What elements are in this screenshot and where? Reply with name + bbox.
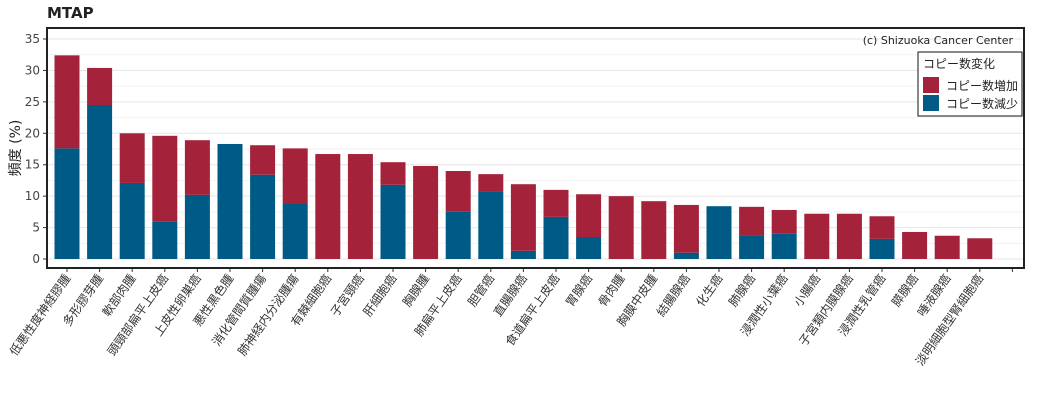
- bar-increase: [119, 133, 145, 183]
- y-tick-label: 20: [25, 126, 40, 140]
- chart-title: MTAP: [47, 4, 94, 22]
- credit-text: (c) Shizuoka Cancer Center: [863, 34, 1014, 47]
- plot-frame: [46, 27, 1025, 269]
- bar-increase: [250, 145, 276, 175]
- bar-increase: [967, 238, 993, 259]
- bar-decrease: [445, 211, 471, 259]
- x-tick-label: 胆管癌: [464, 271, 497, 309]
- bar-increase: [380, 162, 406, 185]
- legend-title: コピー数変化: [923, 56, 995, 71]
- y-tick-label: 25: [25, 95, 40, 109]
- bar-increase: [934, 235, 960, 259]
- y-axis-label: 頻度 (%): [8, 120, 24, 177]
- y-tick-label: 0: [32, 252, 40, 266]
- bar-decrease: [673, 252, 699, 259]
- legend-label: コピー数減少: [946, 96, 1018, 111]
- legend-label: コピー数増加: [946, 78, 1018, 93]
- bar-decrease: [250, 174, 276, 259]
- x-tick-label: 肺腺癌: [725, 271, 758, 309]
- y-tick-label: 5: [32, 221, 40, 235]
- x-tick-label: 化生癌: [693, 271, 726, 309]
- y-tick-label: 30: [25, 63, 40, 77]
- bar-decrease: [282, 203, 308, 259]
- bar-decrease: [119, 182, 145, 259]
- bar-increase: [184, 140, 210, 195]
- bar-increase: [478, 174, 504, 192]
- bar-increase: [608, 196, 634, 259]
- legend-swatch-increase: [923, 77, 939, 93]
- bar-increase: [836, 213, 862, 259]
- bar-increase: [315, 154, 341, 259]
- bar-increase: [641, 201, 667, 259]
- bar-increase: [804, 213, 830, 259]
- bar-increase: [87, 67, 113, 105]
- bar-decrease: [184, 194, 210, 259]
- y-tick-label: 35: [25, 32, 40, 46]
- bar-decrease: [54, 148, 80, 259]
- bar-increase: [902, 231, 928, 259]
- x-tick-label: 小腸癌: [790, 271, 823, 309]
- bar-decrease: [217, 143, 243, 259]
- bar-increase: [739, 206, 765, 236]
- x-tick-label: 胸腺腫: [399, 271, 432, 309]
- y-tick-label: 10: [25, 189, 40, 203]
- bar-increase: [152, 135, 178, 222]
- x-tick-label: 結腸腺癌: [653, 271, 693, 319]
- bar-decrease: [576, 237, 602, 259]
- bar-increase: [771, 209, 797, 234]
- bar-decrease: [869, 238, 895, 259]
- bar-increase: [673, 204, 699, 253]
- bar-decrease: [543, 216, 569, 259]
- x-tick-label: 膵腺癌: [888, 271, 921, 309]
- bar-decrease: [510, 250, 536, 259]
- bar-increase: [347, 154, 373, 259]
- bar-decrease: [739, 235, 765, 259]
- bar-decrease: [380, 184, 406, 259]
- bar-increase: [869, 216, 895, 239]
- y-tick-label: 15: [25, 158, 40, 172]
- x-tick-label: 骨肉腫: [596, 272, 628, 310]
- bar-decrease: [152, 221, 178, 259]
- bar-increase: [445, 171, 471, 212]
- bar-decrease: [706, 206, 732, 259]
- bar-decrease: [478, 191, 504, 259]
- x-tick-label: 肝細胞癌: [360, 271, 400, 319]
- bar-increase: [54, 55, 80, 149]
- bar-decrease: [771, 233, 797, 259]
- bar-increase: [282, 148, 308, 204]
- bar-decrease: [87, 105, 113, 259]
- legend-swatch-decrease: [923, 95, 939, 111]
- bar-increase: [413, 165, 439, 259]
- bar-increase: [543, 189, 569, 217]
- x-tick-label: 胃腺癌: [562, 271, 595, 309]
- bar-increase: [576, 194, 602, 237]
- bar-increase: [510, 184, 536, 251]
